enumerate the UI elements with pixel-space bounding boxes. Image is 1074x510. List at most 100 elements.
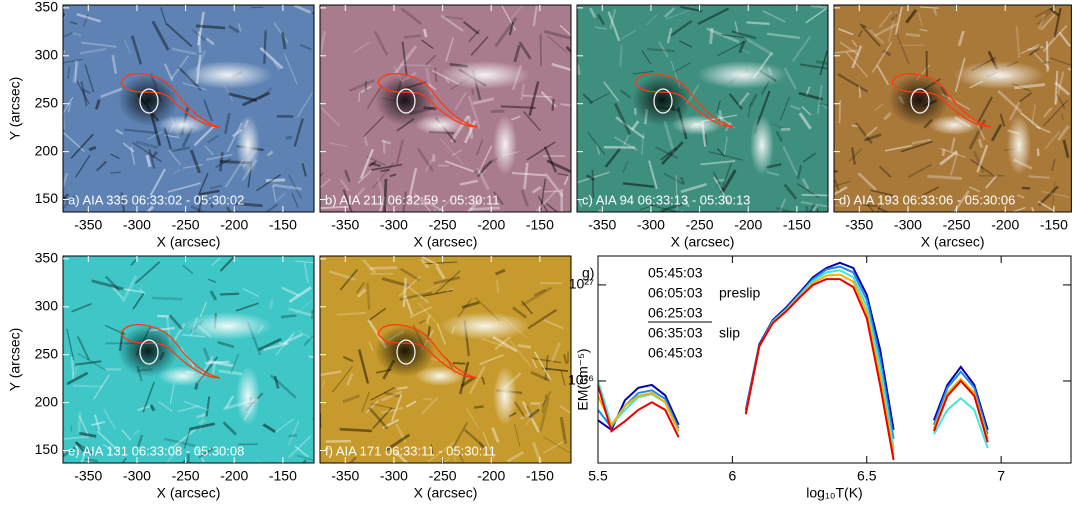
texture [943,149,944,156]
x-tick-label: -300 [380,217,408,233]
annotation: slip [719,325,740,341]
x-tick-label: -350 [331,217,359,233]
texture [271,299,272,308]
x-tick-label: -150 [526,468,554,484]
panel-title: a) AIA 335 06:33:02 - 05:30:02 [68,192,244,207]
bright-flare [236,366,260,426]
texture [264,30,265,64]
texture [326,441,351,442]
texture [370,268,397,269]
x-tick-label: -150 [269,217,297,233]
y-tick-label: 350 [35,0,59,15]
panel-title: g) [582,265,594,281]
x-axis-label: log₁₀T(K) [806,485,862,501]
y-tick-label: 200 [35,393,59,409]
bright-flare [493,366,517,426]
x-tick-label: -150 [269,468,297,484]
texture [852,125,859,126]
texture [1062,114,1063,120]
x-tick-label: -300 [894,217,922,233]
y-tick-label: 300 [35,46,59,62]
x-axis-label: X (arcsec) [921,234,985,250]
x-tick-label: -350 [74,217,102,233]
x-tick-label: -300 [637,217,665,233]
x-tick-label: -200 [734,217,762,233]
x-tick-label: -300 [123,468,151,484]
x-tick-label: -250 [172,468,200,484]
image-background [320,256,571,463]
y-axis-label: EM(cm⁻⁵) [575,348,591,410]
bright-flare [236,115,260,175]
bright-flare [183,61,273,89]
x-tick-label: -350 [74,468,102,484]
x-tick-label: 7 [997,468,1005,484]
y-tick-label: 250 [35,345,59,361]
texture [45,14,65,43]
texture [64,112,65,130]
y-tick-label: 150 [35,190,59,206]
texture [1042,62,1049,63]
texture [340,429,372,431]
x-tick-label: -350 [845,217,873,233]
texture [1029,176,1050,177]
page: {"chart_data": [ {"type": "image", "titl… [0,0,1074,510]
texture [859,86,860,98]
panel-title: f) AIA 171 06:33:11 - 05:30:11 [325,443,496,458]
y-tick-label: 200 [35,142,59,158]
annotation: preslip [719,285,760,301]
texture [470,208,500,209]
x-tick-label: -200 [220,217,248,233]
texture [746,22,769,23]
y-axis-label: Y (arcsec) [7,77,23,141]
x-tick-label: -200 [991,217,1019,233]
texture [157,316,169,317]
texture [472,89,473,95]
panel-title: c) AIA 94 06:33:13 - 05:30:13 [582,192,750,207]
x-tick-label: 6.5 [857,468,877,484]
y-tick-label: 350 [35,250,59,266]
texture [424,29,426,37]
panel-title: b) AIA 211 06:32:59 - 05:30:11 [325,192,499,207]
texture [266,180,285,181]
bright-flare [440,312,530,340]
texture [281,315,296,317]
panel-title: d) AIA 193 06:33:06 - 05:30:06 [839,192,1015,207]
bright-flare [1007,115,1031,175]
x-tick-label: -150 [526,217,554,233]
texture [711,28,713,44]
texture [422,399,432,400]
texture [110,172,121,173]
bright-flare [493,115,517,175]
x-tick-label: -350 [588,217,616,233]
texture [205,362,229,363]
bright-flare [697,61,787,89]
texture [453,363,465,364]
texture [152,298,182,299]
x-axis-label: X (arcsec) [414,485,478,501]
x-tick-label: -250 [172,217,200,233]
panel-title: e) AIA 131 06:33:08 - 05:30:08 [68,443,244,458]
legend-entry: 06:35:03 [648,325,703,341]
x-tick-label: -250 [429,217,457,233]
texture [368,283,370,309]
legend-entry: 06:25:03 [648,305,703,321]
x-tick-label: -200 [220,468,248,484]
texture [541,34,542,66]
texture [220,294,239,295]
texture [289,435,297,436]
y-tick-label: 250 [35,94,59,110]
texture [132,145,133,151]
texture [906,34,921,36]
legend-entry: 05:45:03 [648,265,703,281]
texture [802,195,835,196]
texture [474,406,483,407]
x-axis-label: X (arcsec) [157,485,221,501]
bright-flare [440,61,530,89]
x-axis-label: X (arcsec) [671,234,735,250]
texture [79,412,80,433]
y-axis-label: Y (arcsec) [7,328,23,392]
bright-flare [183,312,273,340]
x-tick-label: -300 [380,468,408,484]
x-tick-label: -200 [477,468,505,484]
texture [553,99,554,111]
